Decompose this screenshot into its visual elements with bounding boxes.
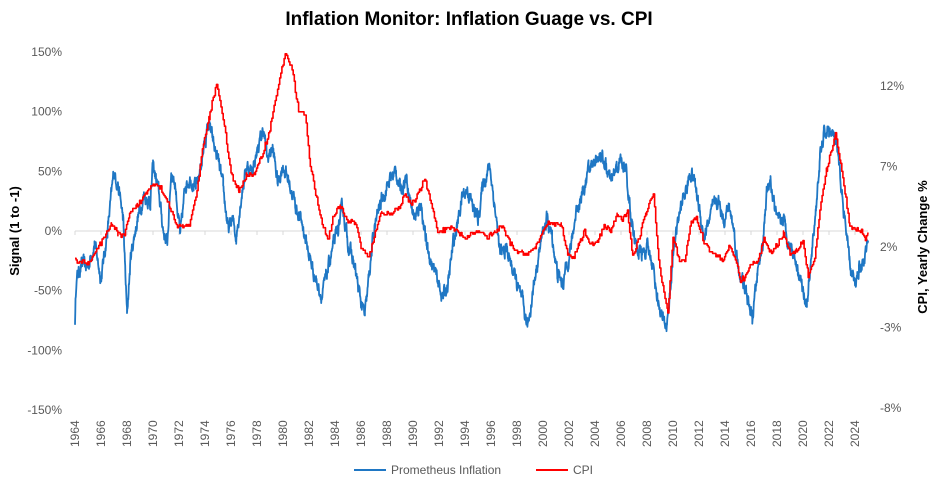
zero-line-tick-marks	[74, 231, 856, 235]
series-group	[74, 52, 869, 333]
x-tick-label: 1980	[276, 420, 290, 447]
x-tick-label: 1964	[68, 420, 82, 447]
x-tick-label: 1986	[354, 420, 368, 447]
x-tick-label: 1984	[328, 420, 342, 447]
x-tick-label: 1988	[380, 420, 394, 447]
chart-title: Inflation Monitor: Inflation Guage vs. C…	[285, 9, 652, 30]
x-tick-label: 2022	[822, 420, 836, 447]
x-tick-label: 2018	[770, 420, 784, 447]
x-tick-label: 1998	[510, 420, 524, 447]
right-tick-label: -8%	[880, 401, 902, 415]
x-axis-ticks: 1964 1966 1968 1970 1972 1974 1976 1978 1980 1982…	[68, 420, 862, 447]
x-tick-label: 2006	[614, 420, 628, 447]
x-tick-label: 1972	[172, 420, 186, 447]
x-tick-label: 2000	[536, 420, 550, 447]
x-tick-label: 1974	[198, 420, 212, 447]
left-tick-label: 100%	[31, 105, 62, 119]
left-tick-label: 150%	[31, 45, 62, 59]
x-tick-label: 2016	[744, 420, 758, 447]
x-tick-label: 1970	[146, 420, 160, 447]
right-tick-label: 12%	[880, 79, 904, 93]
x-tick-label: 1982	[302, 420, 316, 447]
left-tick-label: 0%	[45, 224, 63, 238]
right-axis-title: CPI, Yearly Change %	[915, 180, 930, 314]
legend-label-cpi: CPI	[573, 463, 593, 477]
legend: Prometheus Inflation CPI	[354, 463, 593, 477]
prometheus-inflation-line	[74, 121, 869, 333]
right-tick-label: 2%	[880, 240, 898, 254]
left-axis-title: Signal (1 to -1)	[7, 186, 22, 276]
x-tick-label: 1990	[406, 420, 420, 447]
x-tick-label: 1992	[432, 420, 446, 447]
x-tick-label: 2024	[848, 420, 862, 447]
left-tick-label: -100%	[27, 343, 62, 357]
cpi-line	[75, 52, 869, 314]
x-tick-label: 2002	[562, 420, 576, 447]
x-tick-label: 2008	[640, 420, 654, 447]
x-tick-label: 1978	[250, 420, 264, 447]
left-axis-ticks: 150% 100% 50% 0% -50% -100% -150%	[27, 45, 62, 417]
x-tick-label: 2020	[796, 420, 810, 447]
right-axis-ticks: 12% 7% 2% -3% -8%	[880, 79, 904, 415]
x-tick-label: 1996	[484, 420, 498, 447]
x-tick-label: 2004	[588, 420, 602, 447]
x-tick-label: 2014	[718, 420, 732, 447]
x-tick-label: 2012	[692, 420, 706, 447]
left-tick-label: 50%	[38, 164, 62, 178]
legend-label-prometheus: Prometheus Inflation	[391, 463, 501, 477]
right-tick-label: -3%	[880, 321, 902, 335]
x-tick-label: 1994	[458, 420, 472, 447]
x-tick-label: 1976	[224, 420, 238, 447]
x-tick-label: 2010	[666, 420, 680, 447]
left-tick-label: -50%	[34, 284, 62, 298]
x-tick-label: 1966	[94, 420, 108, 447]
right-tick-label: 7%	[880, 160, 898, 174]
left-tick-label: -150%	[27, 403, 62, 417]
x-tick-label: 1968	[120, 420, 134, 447]
